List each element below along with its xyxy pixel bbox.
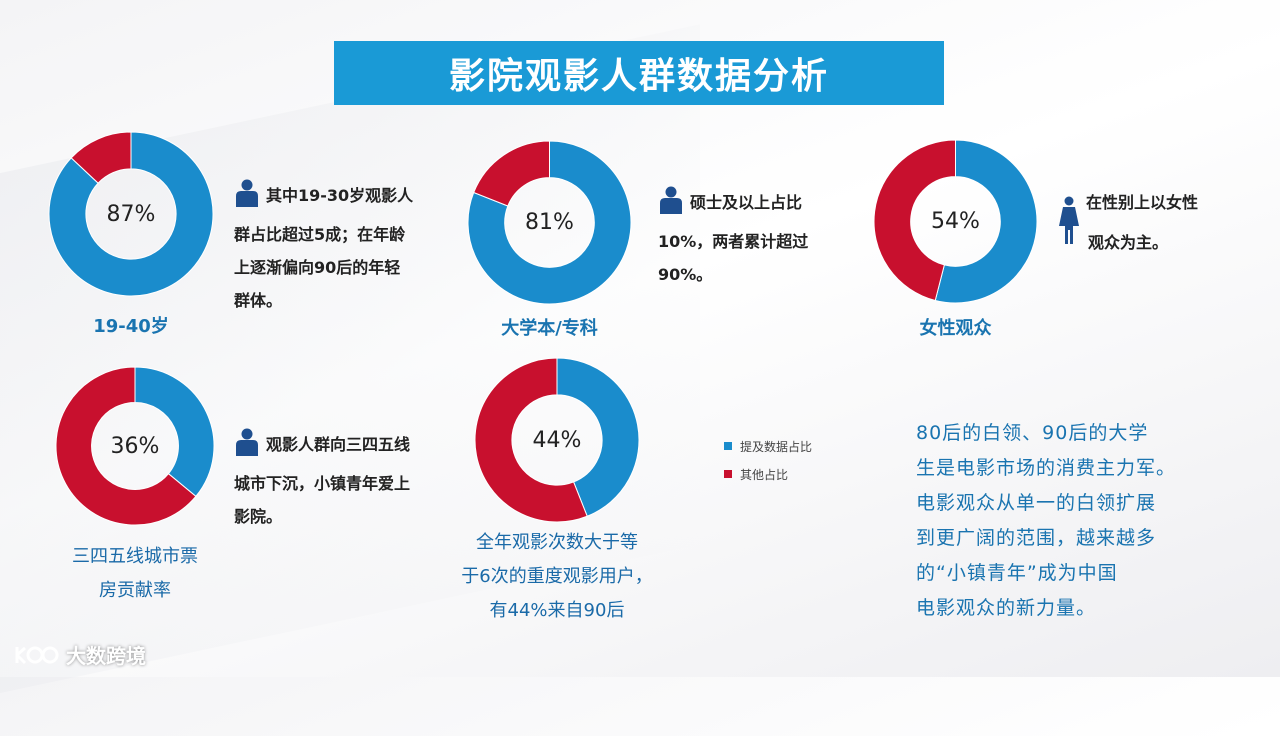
slice-other [474,357,588,523]
donut-education: 81% [467,140,632,305]
note-age: 其中19-30岁观影人 群占比超过5成；在年龄 上逐渐偏向90后的年轻 群体。 [234,179,454,317]
watermark-logo: 大数跨境 [14,640,146,669]
donut-heavy-users-caption: 全年观影次数大于等 于6次的重度观影用户， 有44%来自90后 [440,526,674,628]
note-city: 观影人群向三四五线 城市下沉，小镇青年爱上 影院。 [234,428,454,533]
donut-education-caption: 大学本/专科 [501,318,598,339]
legend-label: 其他占比 [740,467,789,482]
legend-label: 提及数据占比 [740,439,813,454]
donut-city-center-label: 36% [110,433,160,459]
legend-item: 其他占比 [724,463,812,485]
donut-age: 87% [48,131,214,297]
donut-heavy-users: 44% [474,357,640,523]
summary-line: 生是电影市场的消费主力军。 [916,457,1177,479]
summary-line: 电影观众从单一的白领扩展 [916,492,1157,514]
woman-icon [1058,192,1080,244]
donut-age-svg [48,131,214,297]
donut-education-center-label: 81% [525,210,574,235]
donut-city-caption-line: 三四五线城市票 [72,546,198,567]
slice-primary [934,139,1038,304]
donut-age-caption: 19-40岁 [93,316,169,337]
note-education-line: 硕士及以上占比 [658,186,858,225]
legend-swatch [724,442,732,450]
person-icon [234,179,260,218]
slice-other [70,131,132,184]
donut-age-center-label: 87% [106,201,156,227]
donut-city: 36% [55,366,215,526]
donut-heavy-users-caption-line: 有44%来自90后 [489,600,625,621]
note-age-line: 群体。 [234,291,283,310]
donut-gender-center-label: 54% [931,209,980,234]
chart-legend: 提及数据占比 其他占比 [724,435,812,491]
summary-line: 80后的白领、90后的大学 [916,422,1149,444]
note-education-line: 90%。 [658,265,713,284]
slice-other [55,366,197,526]
person-icon [658,186,684,225]
donut-city-caption-line: 房贡献率 [99,580,171,601]
note-city-line: 影院。 [234,507,283,526]
slice-primary [134,366,215,498]
note-gender: 在性别上以女性 观众为主。 [1058,186,1238,259]
note-education: 硕士及以上占比 10%，两者累计超过 90%。 [658,186,858,291]
donut-heavy-users-caption-line: 全年观影次数大于等 [476,532,638,553]
legend-item: 提及数据占比 [724,435,812,457]
slice-primary [48,131,214,297]
note-age-line: 群占比超过5成；在年龄 [234,225,406,244]
donut-heavy-users-svg [474,357,640,523]
slice-primary [556,357,640,517]
donut-city-svg [55,366,215,526]
slice-primary [467,140,632,305]
donut-gender: 54% [873,139,1038,304]
donut-education-svg [467,140,632,305]
donut-city-caption: 三四五线城市票 房贡献率 [40,540,230,608]
note-city-line: 观影人群向三四五线 [234,428,454,467]
note-education-line: 10%，两者累计超过 [658,232,809,251]
note-age-line: 其中19-30岁观影人 [234,179,454,218]
note-city-line: 城市下沉，小镇青年爱上 [234,474,411,493]
page-title: 影院观影人群数据分析 [334,41,944,105]
slice-other [873,139,956,302]
summary-text: 80后的白领、90后的大学 生是电影市场的消费主力军。 电影观众从单一的白领扩展… [916,416,1206,626]
person-icon [234,428,260,467]
note-age-line: 上逐渐偏向90后的年轻 [234,258,401,277]
watermark-text: 大数跨境 [66,644,146,668]
note-gender-line: 在性别上以女性 [1058,186,1238,244]
donut-gender-caption: 女性观众 [919,318,992,339]
donut-heavy-users-caption-line: 于6次的重度观影用户， [461,566,653,587]
legend-swatch [724,470,732,478]
note-gender-line: 观众为主。 [1088,233,1169,252]
slice-other [473,140,550,207]
summary-line: 的“小镇青年”成为中国 [916,562,1118,584]
summary-line: 到更广阔的范围，越来越多 [916,527,1157,549]
watermark-mark-icon [14,644,60,666]
donut-heavy-users-center-label: 44% [532,427,582,453]
donut-gender-svg [873,139,1038,304]
summary-line: 电影观众的新力量。 [916,597,1097,619]
